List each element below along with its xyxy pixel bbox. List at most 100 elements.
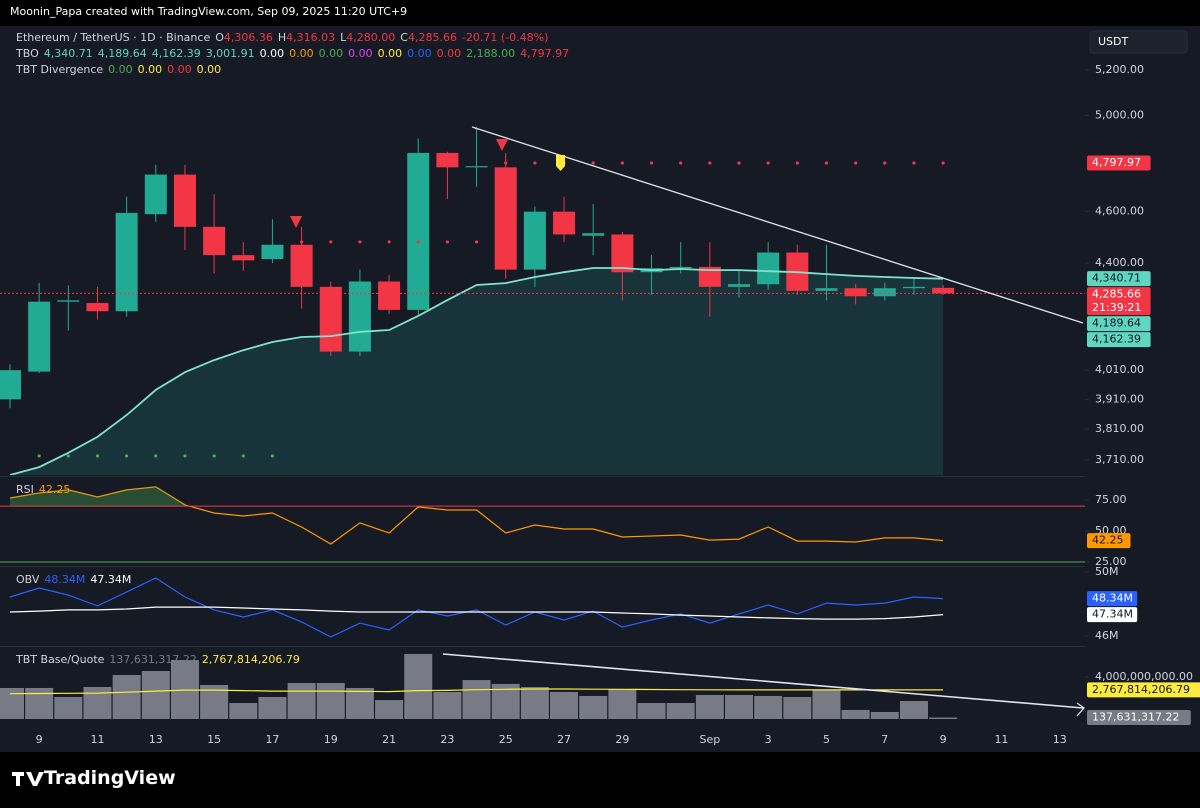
bar bbox=[899, 701, 928, 719]
level-dot bbox=[679, 161, 683, 165]
ohlc-item: O4,306.36 bbox=[215, 31, 278, 44]
indicator-value: 0.00 bbox=[137, 63, 163, 76]
ohlc-value: 4,280.00 bbox=[346, 31, 396, 44]
ohlc-key: O bbox=[215, 31, 224, 44]
y-tick-label: 75.00 bbox=[1095, 493, 1127, 506]
series-line bbox=[9, 606, 944, 620]
candle-body bbox=[436, 152, 459, 168]
sell-signal bbox=[496, 139, 508, 151]
level-dot bbox=[737, 161, 741, 165]
indicator-value: 0.00 bbox=[318, 47, 344, 60]
y-tick-label: 4,600.00 bbox=[1095, 205, 1144, 218]
indicator-value: 4,189.64 bbox=[97, 47, 147, 60]
y-tick-label: 3,910.00 bbox=[1095, 392, 1144, 405]
candle-body bbox=[669, 266, 692, 269]
bar bbox=[666, 703, 695, 719]
candle-body bbox=[261, 244, 284, 260]
candle-body bbox=[932, 287, 955, 294]
bar bbox=[754, 695, 783, 719]
x-tick-label: 9 bbox=[36, 733, 43, 746]
bar bbox=[870, 711, 899, 719]
candle-body bbox=[57, 300, 80, 302]
price-label: 2,767,814,206.79 bbox=[1092, 683, 1190, 696]
bar bbox=[550, 691, 579, 719]
candle-body bbox=[873, 288, 896, 297]
y-tick-label: 5,200.00 bbox=[1095, 63, 1144, 76]
candle-body bbox=[553, 211, 576, 235]
candle-body bbox=[611, 234, 634, 273]
x-tick-label: Sep bbox=[699, 733, 720, 746]
bar bbox=[520, 687, 549, 719]
indicator-value: 0.00 bbox=[348, 47, 373, 60]
candle-body bbox=[523, 211, 546, 270]
price-label: 47.34M bbox=[1092, 608, 1133, 621]
bar bbox=[929, 717, 958, 719]
candle-body bbox=[494, 167, 517, 270]
pane bbox=[9, 486, 944, 545]
price-label: 4,340.71 bbox=[1092, 272, 1141, 285]
x-tick-label: 19 bbox=[324, 733, 338, 746]
x-tick-label: 17 bbox=[265, 733, 279, 746]
trend-line[interactable] bbox=[471, 126, 1084, 324]
bar bbox=[25, 687, 54, 719]
x-tick-label: 5 bbox=[823, 733, 830, 746]
indicator-value: 4,340.71 bbox=[43, 47, 93, 60]
x-tick-label: 27 bbox=[557, 733, 571, 746]
overbought-fill bbox=[10, 486, 190, 507]
bar bbox=[375, 700, 404, 719]
ohlc-item: H4,316.03 bbox=[278, 31, 340, 44]
indicator-value: 4,797.97 bbox=[520, 47, 570, 60]
level-dot bbox=[95, 454, 100, 458]
trend-line[interactable] bbox=[442, 653, 1084, 709]
level-dot bbox=[241, 454, 245, 458]
price-label-box bbox=[1087, 287, 1151, 316]
candle-body bbox=[582, 233, 605, 236]
price-label: 4,285.66 bbox=[1092, 288, 1141, 301]
indicator-value: 2,188.00 bbox=[466, 47, 516, 60]
price-label: 4,797.97 bbox=[1092, 156, 1141, 169]
series-line bbox=[9, 577, 944, 638]
x-tick-label: 21 bbox=[382, 733, 396, 746]
ohlc-item: C4,285.66 bbox=[400, 31, 462, 44]
level-dot bbox=[474, 240, 479, 244]
candle-body bbox=[378, 281, 401, 310]
candle-body bbox=[173, 174, 196, 227]
indicator-value: 0.00 bbox=[196, 63, 222, 76]
y-tick-label: 4,000,000,000.00 bbox=[1095, 670, 1193, 683]
x-tick-label: 13 bbox=[149, 733, 163, 746]
bar bbox=[54, 697, 83, 719]
candle-body bbox=[407, 152, 430, 310]
price-label: 4,162.39 bbox=[1092, 333, 1141, 346]
x-tick-label: 13 bbox=[1053, 733, 1067, 746]
x-tick-label: 11 bbox=[994, 733, 1008, 746]
sell-signal bbox=[290, 216, 302, 228]
indicator-value: 0.00 bbox=[377, 47, 403, 60]
candle-body bbox=[86, 303, 109, 312]
level-dot bbox=[66, 454, 70, 458]
pane bbox=[9, 577, 944, 638]
bar bbox=[141, 671, 170, 719]
bar bbox=[725, 695, 753, 719]
y-tick-label: 4,010.00 bbox=[1095, 363, 1144, 376]
price-label: 48.34M bbox=[1092, 592, 1133, 605]
y-tick-label: 50M bbox=[1095, 565, 1119, 578]
pane bbox=[0, 653, 958, 719]
level-dot bbox=[300, 240, 304, 244]
pane-legend: OBV 48.34M 47.34M bbox=[16, 572, 136, 588]
x-tick-label: 15 bbox=[207, 733, 221, 746]
candle-body bbox=[698, 266, 721, 287]
bar bbox=[404, 653, 433, 719]
ohlc-key: L bbox=[340, 31, 347, 44]
bar bbox=[812, 689, 841, 719]
indicator-value: 0.00 bbox=[259, 47, 285, 60]
ohlc-value: 4,306.36 bbox=[223, 31, 273, 44]
candle-body bbox=[290, 244, 313, 287]
header: Ethereum / TetherUS · 1D · Binance O4,306… bbox=[16, 30, 574, 78]
level-dot bbox=[212, 454, 216, 458]
series-line bbox=[9, 688, 944, 695]
candle-body bbox=[728, 284, 750, 287]
currency-box[interactable] bbox=[1089, 30, 1188, 54]
y-tick-label: 5,000.00 bbox=[1095, 108, 1144, 121]
level-dot bbox=[620, 161, 624, 165]
